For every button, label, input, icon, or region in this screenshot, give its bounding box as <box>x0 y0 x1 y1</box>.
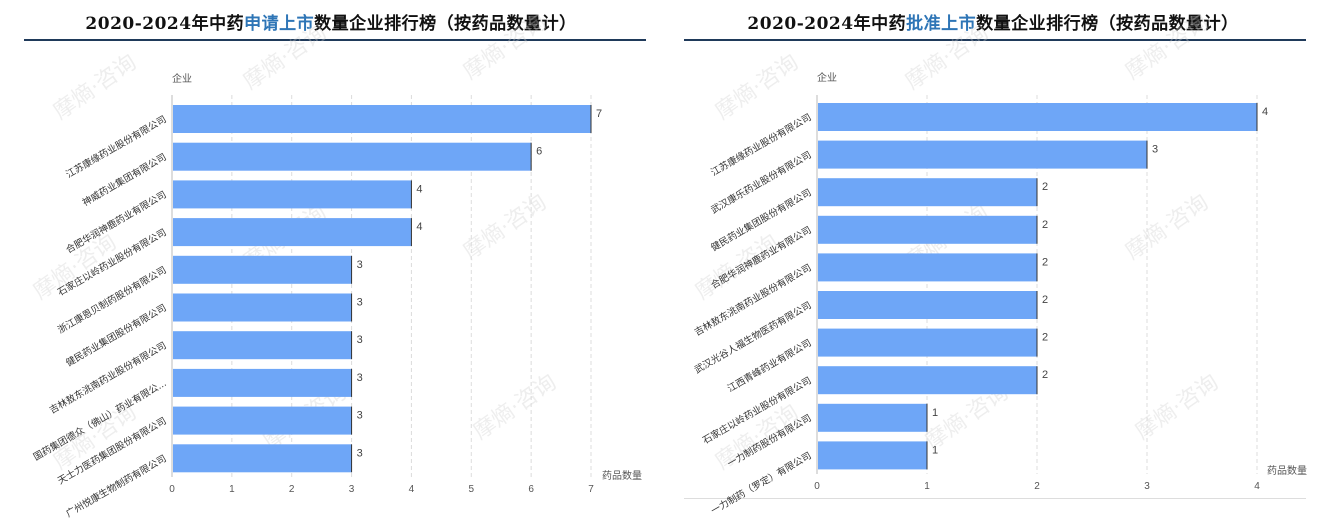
left-bar <box>173 293 352 322</box>
left-title-rule <box>24 39 646 41</box>
left-bar <box>173 406 352 435</box>
left-bar <box>173 142 532 171</box>
left-y-axis-label: 企业 <box>172 72 192 85</box>
right-watermark: 摩熵·咨询 <box>1121 190 1213 265</box>
left-bar <box>173 331 352 360</box>
left-value-label: 6 <box>536 146 542 158</box>
right-x-tick-label: 3 <box>1144 481 1150 492</box>
left-x-tick-label: 3 <box>349 484 355 495</box>
right-value-label: 2 <box>1042 294 1048 306</box>
right-x-tick-label: 2 <box>1034 481 1040 492</box>
right-title-suffix: 数量企业排行榜（按药品数量计） <box>976 14 1239 34</box>
left-category-label: 健民药业集团股份有限公司 <box>64 302 169 369</box>
left-category-label: 吉林敖东洮南药业股份有限公司 <box>47 339 168 416</box>
right-category-label: 合肥华润神鹿药业有限公司 <box>709 224 814 291</box>
right-category-label: 武汉光谷人福生物医药有限公司 <box>692 299 813 376</box>
left-bar <box>173 180 412 209</box>
right-value-label: 3 <box>1152 144 1158 156</box>
left-chart-panel: 2020-2024年中药申请上市数量企业排行榜（按药品数量计） 摩熵·咨询 摩熵·… <box>0 9 662 519</box>
right-value-label: 4 <box>1262 106 1268 118</box>
left-watermark: 摩熵·咨询 <box>459 190 551 265</box>
right-x-axis-label: 药品数量 <box>1267 464 1307 477</box>
left-value-label: 4 <box>416 183 422 195</box>
right-value-label: 2 <box>1042 332 1048 344</box>
left-x-tick-label: 6 <box>528 484 534 495</box>
left-value-label: 3 <box>357 334 363 346</box>
right-bar <box>818 403 927 432</box>
left-category-label: 江苏康缘药业股份有限公司 <box>64 113 169 180</box>
right-title-rule <box>684 39 1306 41</box>
right-x-tick-label: 1 <box>924 481 930 492</box>
left-watermark: 摩熵·咨询 <box>469 370 561 445</box>
right-bar <box>818 291 1037 319</box>
right-value-label: 2 <box>1042 369 1048 381</box>
left-bar-chart: 摩熵·咨询摩熵·咨询摩熵·咨询摩熵·咨询摩熵·咨询摩熵·咨询摩熵·咨询摩熵·咨询… <box>29 10 642 519</box>
left-x-tick-label: 2 <box>289 484 295 495</box>
left-value-label: 7 <box>596 108 602 120</box>
left-category-label: 国药集团德众（佛山）药业有限公... <box>31 377 168 463</box>
left-watermark: 摩熵·咨询 <box>49 50 141 125</box>
right-y-axis-label: 企业 <box>817 71 837 84</box>
left-x-axis-label: 药品数量 <box>602 469 642 482</box>
right-chart-title: 2020-2024年中药批准上市数量企业排行榜（按药品数量计） <box>662 9 1324 34</box>
left-title-highlight: 申请上市 <box>244 14 315 34</box>
right-title-prefix: 2020-2024年中药 <box>747 14 907 34</box>
left-x-tick-label: 0 <box>169 484 175 495</box>
right-bar <box>818 328 1037 357</box>
right-watermark: 摩熵·咨询 <box>901 20 993 95</box>
right-bar <box>818 178 1037 207</box>
left-value-label: 3 <box>357 410 363 422</box>
left-title-suffix: 数量企业排行榜（按药品数量计） <box>314 14 577 34</box>
left-x-tick-label: 5 <box>469 484 475 495</box>
left-watermark: 摩熵·咨询 <box>459 10 551 85</box>
left-bar <box>173 444 352 473</box>
left-watermark: 摩熵·咨询 <box>239 20 331 95</box>
right-chart-panel: 2020-2024年中药批准上市数量企业排行榜（按药品数量计） 摩熵·咨询 摩熵·… <box>662 0 1324 519</box>
left-value-label: 3 <box>357 259 363 271</box>
left-x-tick-label: 1 <box>229 484 235 495</box>
right-x-tick-label: 4 <box>1254 481 1260 492</box>
right-bar <box>818 441 927 470</box>
right-bar <box>818 140 1147 169</box>
left-value-label: 3 <box>357 372 363 384</box>
right-bottom-rule <box>684 498 1306 499</box>
left-bar <box>173 368 352 397</box>
right-category-label: 武汉康乐药业股份有限公司 <box>709 149 814 216</box>
left-value-label: 4 <box>416 221 422 233</box>
left-bar <box>173 218 412 247</box>
left-x-tick-label: 4 <box>409 484 415 495</box>
left-x-tick-label: 7 <box>588 484 594 495</box>
right-title-highlight: 批准上市 <box>906 14 977 34</box>
right-watermark: 摩熵·咨询 <box>1121 10 1213 85</box>
right-x-tick-label: 0 <box>814 481 820 492</box>
left-bar <box>173 105 591 133</box>
right-value-label: 2 <box>1042 219 1048 231</box>
left-value-label: 3 <box>357 447 363 459</box>
right-value-label: 2 <box>1042 256 1048 268</box>
right-bar <box>818 366 1037 395</box>
right-value-label: 1 <box>932 444 938 456</box>
right-value-label: 2 <box>1042 181 1048 193</box>
left-value-label: 3 <box>357 297 363 309</box>
right-bar <box>818 215 1037 244</box>
left-bar <box>173 255 352 284</box>
right-watermark: 摩熵·咨询 <box>711 50 803 125</box>
left-title-prefix: 2020-2024年中药 <box>85 14 245 34</box>
right-bar <box>818 103 1257 131</box>
right-watermark: 摩熵·咨询 <box>1131 370 1223 445</box>
right-value-label: 1 <box>932 407 938 419</box>
right-bar <box>818 253 1037 282</box>
left-chart-title: 2020-2024年中药申请上市数量企业排行榜（按药品数量计） <box>0 9 662 34</box>
